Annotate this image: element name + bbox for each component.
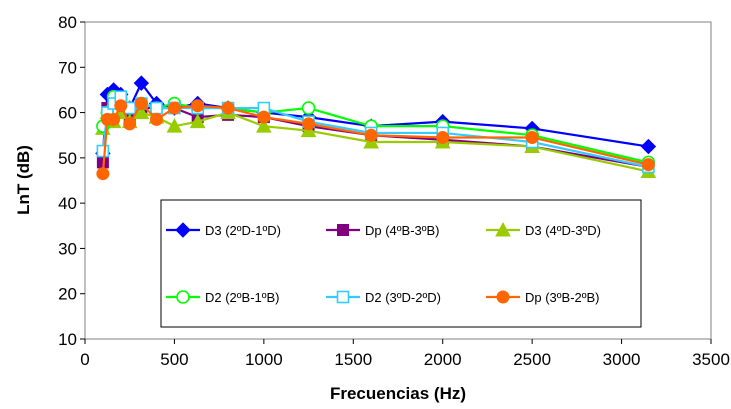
y-tick-label: 40: [58, 194, 77, 213]
legend-marker: [496, 290, 510, 304]
data-point: [302, 117, 316, 131]
data-point: [114, 99, 128, 113]
legend-item: Dp (3ºB-2ºB): [486, 290, 600, 305]
data-point: [640, 138, 657, 155]
legend-marker: [175, 222, 191, 238]
x-tick-label: 3000: [603, 350, 641, 369]
data-point: [107, 112, 121, 126]
y-tick-label: 20: [58, 285, 77, 304]
y-tick-label: 70: [58, 58, 77, 77]
series-line: [101, 101, 649, 174]
data-point: [301, 101, 316, 115]
data-point: [150, 101, 163, 115]
y-tick-label: 50: [58, 149, 77, 168]
data-point: [166, 118, 183, 133]
legend-label: D2 (2ºB-1ºB): [205, 290, 280, 305]
series-6: [96, 97, 655, 181]
data-point: [256, 118, 272, 133]
legend-item: D3 (4ºD-3ºD): [486, 221, 601, 238]
x-tick-label: 0: [80, 350, 89, 369]
legend-label: D3 (2ºD-1ºD): [205, 223, 281, 238]
data-point: [133, 104, 150, 120]
data-point: [133, 75, 150, 91]
data-point: [191, 99, 205, 113]
x-axis: 0 500 1000 1500 2000 2500 3000 3500: [80, 339, 730, 369]
data-point: [189, 113, 206, 129]
legend-label: D3 (4ºD-3ºD): [525, 223, 601, 238]
legend-item: D2 (2ºB-1ºB): [166, 290, 280, 305]
legend-label: Dp (3ºB-2ºB): [525, 290, 600, 305]
legend-label: D2 (3ºD-2ºD): [365, 290, 441, 305]
legend-item: D2 (3ºD-2ºD): [326, 290, 441, 305]
x-tick-label: 500: [160, 350, 188, 369]
data-point: [221, 101, 235, 115]
legend: D3 (2ºD-1ºD) Dp (4ºB-3ºB) D3 (4ºD-3ºD) D2 (…: [160, 199, 642, 328]
legend-item: Dp (4ºB-3ºB): [326, 223, 440, 238]
data-point: [364, 128, 378, 142]
data-point: [257, 110, 271, 124]
legend-marker: [336, 290, 350, 304]
data-point: [123, 117, 137, 131]
data-point: [525, 130, 539, 144]
x-tick-label: 1500: [334, 350, 372, 369]
legend-item: D3 (2ºD-1ºD): [166, 222, 281, 238]
y-tick-label: 10: [58, 330, 77, 349]
legend-box: [160, 199, 642, 328]
data-point: [641, 158, 655, 172]
data-point: [167, 101, 181, 115]
legend-marker: [176, 290, 190, 304]
x-tick-label: 2000: [424, 350, 462, 369]
y-axis: 10 20 30 40 50 60 70 80: [58, 13, 85, 349]
x-axis-title: Frecuencias (Hz): [330, 384, 466, 403]
data-point: [134, 97, 148, 111]
legend-label: Dp (4ºB-3ºB): [365, 223, 440, 238]
y-axis-title: LnT (dB): [14, 145, 33, 215]
legend-marker: [495, 221, 511, 237]
series-lines: [95, 75, 657, 181]
y-tick-label: 80: [58, 13, 77, 32]
x-tick-label: 1000: [245, 350, 283, 369]
y-tick-label: 30: [58, 239, 77, 258]
data-point: [150, 112, 164, 126]
y-tick-label: 60: [58, 104, 77, 123]
data-point: [96, 167, 110, 181]
x-tick-label: 3500: [692, 350, 730, 369]
x-tick-label: 2500: [513, 350, 551, 369]
data-point: [96, 144, 110, 158]
data-point: [436, 130, 450, 144]
legend-marker: [337, 224, 349, 236]
